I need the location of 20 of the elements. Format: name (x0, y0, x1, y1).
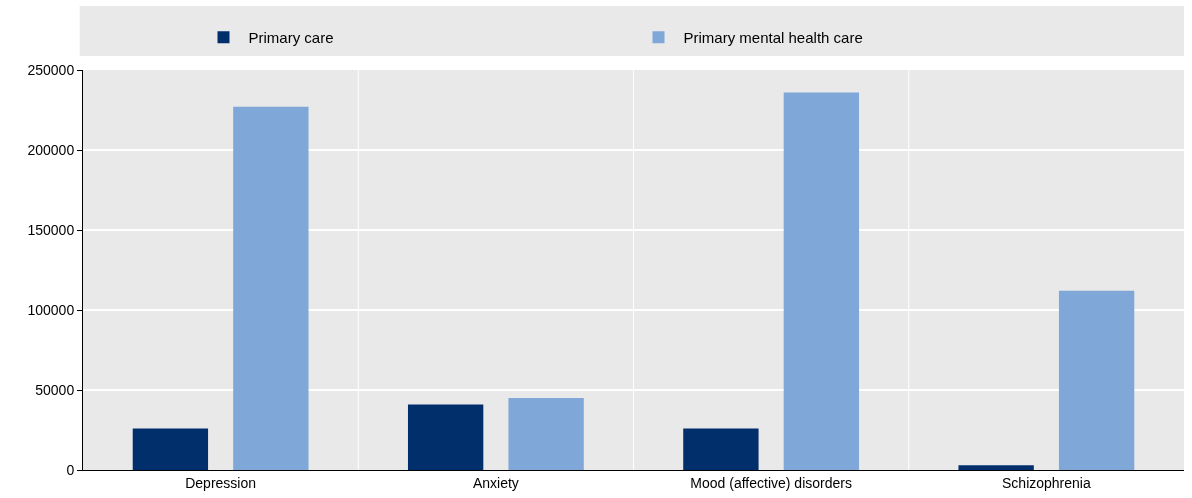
y-tick-label: 50000 (35, 381, 75, 398)
y-tick-label: 100000 (27, 301, 75, 318)
bar (132, 428, 209, 470)
bar (508, 398, 584, 470)
x-tick-label: Depression (185, 474, 257, 491)
y-tick-label: 150000 (27, 221, 75, 238)
y-tick-label: 0 (66, 461, 75, 478)
x-tick-label: Mood (affective) disorders (690, 474, 852, 491)
y-tick-label: 250000 (27, 61, 75, 78)
bar (783, 92, 860, 470)
bar (683, 428, 759, 470)
bar (233, 106, 309, 470)
legend-label: Primary mental health care (683, 29, 863, 47)
x-tick-label: Anxiety (472, 474, 519, 491)
bar (407, 404, 484, 470)
y-tick-label: 200000 (27, 141, 75, 158)
x-tick-label: Schizophrenia (1002, 474, 1091, 491)
bar (958, 465, 1034, 470)
legend-label: Primary care (248, 29, 334, 47)
bar (1058, 290, 1135, 470)
